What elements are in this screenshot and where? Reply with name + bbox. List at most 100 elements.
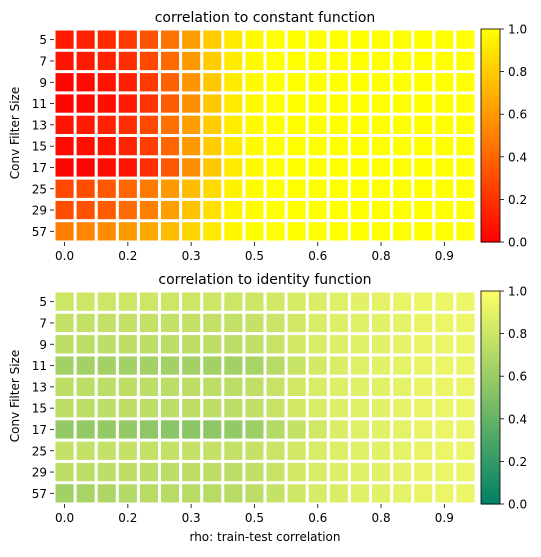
heatmap-cell [97, 115, 116, 134]
y-tick-label: 57 [32, 225, 47, 239]
heatmap-cell [76, 335, 95, 354]
heatmap-cell [266, 200, 285, 220]
heatmap-cell [55, 420, 74, 439]
colorbar-segment [481, 383, 500, 388]
heatmap-cell [161, 399, 180, 418]
colorbar-segment [481, 174, 500, 179]
y-tick-label: 17 [32, 423, 47, 437]
heatmap-cell [308, 313, 327, 333]
heatmap-cell [414, 94, 433, 113]
heatmap-cell [308, 222, 327, 241]
heatmap-cell [161, 313, 180, 333]
heatmap-cell [456, 484, 475, 503]
heatmap-cell [456, 115, 475, 134]
colorbar-segment [481, 354, 500, 360]
colorbar-segment [481, 397, 500, 402]
colorbar-segment [481, 68, 500, 73]
heatmap-cell [55, 137, 74, 156]
heatmap-cell [203, 484, 222, 503]
heatmap-cell [139, 313, 158, 333]
heatmap-cell [245, 399, 264, 418]
heatmap-cell [139, 462, 158, 482]
heatmap-cell [203, 30, 222, 49]
colorbar-segment [481, 362, 500, 367]
heatmap-cell [435, 200, 454, 220]
heatmap-cell [266, 222, 285, 241]
colorbar-segment [481, 181, 500, 186]
heatmap-cell [76, 158, 95, 177]
colorbar-segment [481, 210, 500, 215]
colorbar-segment [481, 500, 500, 505]
heatmap-cell [203, 94, 222, 113]
colorbar-segment [481, 454, 500, 459]
heatmap-cell [97, 73, 116, 92]
colorbar-segment [481, 379, 500, 384]
heatmap-cell [161, 137, 180, 156]
heatmap-cell [245, 137, 264, 156]
colorbar-tick-label: 0.4 [508, 150, 527, 164]
heatmap-cell [118, 420, 137, 439]
heatmap-cell [456, 335, 475, 354]
heatmap-cell [139, 94, 158, 113]
colorbar-segment [481, 308, 500, 313]
colorbar-tick-label: 0.2 [508, 193, 527, 207]
heatmap-cell [139, 115, 158, 134]
heatmap-cell [456, 73, 475, 92]
heatmap-cell [266, 158, 285, 177]
heatmap-cell [224, 399, 243, 418]
heatmap-cell [161, 441, 180, 460]
heatmap-cell [182, 30, 201, 49]
heatmap-cell [55, 158, 74, 177]
heatmap-cell [97, 335, 116, 354]
heatmap-cell [456, 462, 475, 482]
heatmap-cell [245, 222, 264, 241]
heatmap-cell [287, 462, 306, 482]
heatmap-cell [350, 200, 369, 220]
heatmap-cell [118, 335, 137, 354]
y-tick-label: 15 [32, 402, 47, 416]
heatmap-cell [266, 356, 285, 375]
identity-function-panel: correlation to identity function Conv Fi… [8, 272, 527, 544]
heatmap-cell [182, 377, 201, 396]
heatmap-cell [329, 222, 348, 241]
colorbar-segment [481, 85, 500, 90]
heatmap-cell [329, 377, 348, 396]
heatmap-cell [118, 377, 137, 396]
heatmap-cell [76, 484, 95, 503]
heatmap-cell [224, 335, 243, 354]
heatmap-cell [350, 484, 369, 503]
heatmap-cell [329, 335, 348, 354]
heatmap-cell [245, 30, 264, 49]
colorbar-tick-label: 0.4 [508, 412, 527, 426]
colorbar-segment [481, 401, 500, 406]
x-tick-label: 0.5 [245, 511, 264, 525]
heatmap-cell [308, 335, 327, 354]
y-tick-label: 13 [32, 380, 47, 394]
colorbar-tick-label: 0.8 [508, 65, 527, 79]
heatmap-cell [203, 51, 222, 71]
heatmap-cell [245, 73, 264, 92]
heatmap-cell [287, 94, 306, 113]
heatmap-cell [224, 441, 243, 460]
heatmap-cell [350, 158, 369, 177]
y-tick-label: 7 [39, 54, 47, 68]
heatmap-cell [55, 179, 74, 198]
heatmap-cell [266, 377, 285, 396]
colorbar-segment [481, 493, 500, 498]
heatmap-cell [182, 399, 201, 418]
heatmap-cell [435, 292, 454, 311]
heatmap-cell [393, 158, 412, 177]
heatmap-cell [393, 200, 412, 220]
colorbar-segment [481, 192, 500, 197]
heatmap-cell [118, 484, 137, 503]
colorbar-segment [481, 369, 500, 374]
heatmap-cell [456, 51, 475, 71]
colorbar-segment [481, 206, 500, 211]
heatmap-cell [372, 94, 391, 113]
heatmap-cell [329, 462, 348, 482]
heatmap-cell [350, 73, 369, 92]
heatmap-cell [329, 137, 348, 156]
heatmap-cell [435, 484, 454, 503]
heatmap-cell [308, 51, 327, 71]
heatmap-cell [308, 94, 327, 113]
